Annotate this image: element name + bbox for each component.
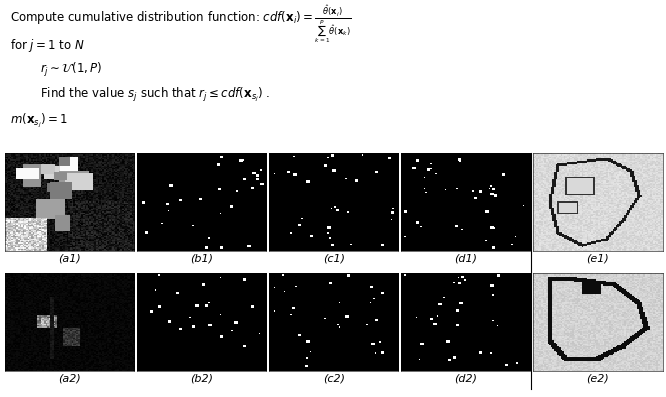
Text: (a2): (a2) (58, 374, 81, 384)
Text: (a1): (a1) (58, 254, 81, 264)
Text: (b1): (b1) (190, 254, 213, 264)
Text: (b2): (b2) (190, 374, 213, 384)
Text: $r_j \sim \mathcal{U}(1, P)$: $r_j \sim \mathcal{U}(1, P)$ (40, 61, 102, 79)
Text: for $j = 1$ to $N$: for $j = 1$ to $N$ (10, 37, 85, 54)
Text: (e2): (e2) (587, 374, 609, 384)
Text: (c1): (c1) (322, 254, 345, 264)
Text: (c2): (c2) (322, 374, 345, 384)
Text: (d1): (d1) (454, 254, 478, 264)
Text: Compute cumulative distribution function: $cdf(\mathbf{x}_i) = \frac{\hat{\theta: Compute cumulative distribution function… (10, 3, 351, 45)
Text: Find the value $s_j$ such that $r_j \leq cdf(\mathbf{x}_{s_j})$ .: Find the value $s_j$ such that $r_j \leq… (40, 86, 270, 104)
Text: (d2): (d2) (454, 374, 478, 384)
Text: (e1): (e1) (587, 254, 609, 264)
Text: $m(\mathbf{x}_{s_j}) = 1$: $m(\mathbf{x}_{s_j}) = 1$ (10, 112, 67, 130)
